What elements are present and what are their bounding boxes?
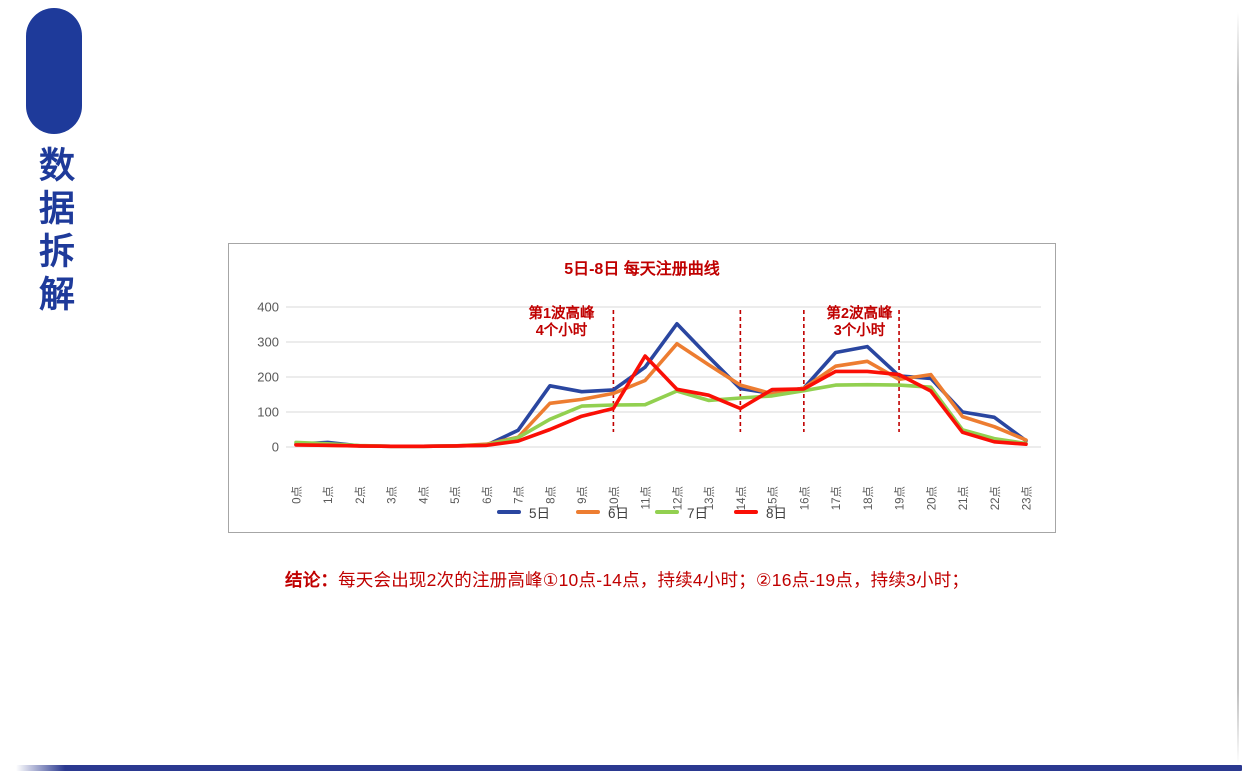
y-tick-label-400: 400 [257,300,279,315]
x-tick-label-17点: 17点 [830,486,843,510]
y-tick-label-300: 300 [257,335,279,350]
legend-label: 6日 [607,506,629,521]
x-tick-label-14点: 14点 [735,486,748,510]
x-tick-label-11点: 11点 [640,486,653,509]
chart-title: 5日-8日 每天注册曲线 [564,261,720,278]
legend-item-0: 5日 [496,502,550,522]
legend-label: 7日 [687,506,709,521]
legend-item-2: 7日 [655,502,708,522]
x-tick-label-7点: 7点 [513,486,526,504]
x-tick-label-1点: 1点 [322,486,335,504]
chart-plot-area: 0 100 200 300 400 0点 1点 2点 3点 4点 5点 6点 7点 8点 9点 10点 11点 1… [257,300,1041,510]
decorative-pill [26,8,82,134]
x-tick-label-3点: 3点 [386,486,399,504]
conclusion-text: 结论：每天会出现2次的注册高峰①10点-14点，持续4小时；②16点-19点，持… [285,567,1045,592]
annotation-line: 第2波高峰 [826,306,893,322]
x-tick-label-20点: 20点 [925,486,938,510]
x-tick-label-4点: 4点 [417,486,430,504]
series-line-1 [294,342,1028,449]
y-tick-label-0: 0 [272,440,279,455]
series-line-3 [294,354,1028,449]
x-tick-label-21点: 21点 [957,486,970,510]
legend-label: 5日 [528,506,550,521]
legend-swatch-icon [734,510,759,514]
legend-swatch-icon [575,510,600,514]
x-tick-label-2点: 2点 [354,486,367,504]
x-tick-label-13点: 13点 [703,486,716,510]
series-line-2 [294,382,1028,449]
annotation-line: 第1波高峰 [528,306,595,322]
legend-swatch-icon [655,510,679,514]
legend-item-1: 6日 [575,502,629,522]
x-tick-label-6点: 6点 [481,486,494,504]
legend-label: 8日 [766,506,788,521]
legend-swatch-icon [496,510,521,514]
annotation-line: 4个小时 [535,323,588,339]
x-tick-label-15点: 15点 [767,486,780,510]
footer-accent-bar [16,765,1242,771]
chart-legend: 5日 6日 7日 8日 [229,500,1055,524]
legend-item-3: 8日 [734,502,787,522]
annotation-second-peak: 第2波高峰 3个小时 [797,306,922,340]
x-tick-label-10点: 10点 [608,486,621,510]
x-tick-label-16点: 16点 [798,486,811,510]
conclusion-label: 结论： [285,570,339,590]
y-tick-label-200: 200 [257,370,279,385]
section-title-vertical: 数据拆解 [34,146,75,318]
x-tick-label-9点: 9点 [576,486,589,504]
x-tick-label-23点: 23点 [1021,486,1034,510]
x-tick-label-0点: 0点 [291,486,304,504]
annotation-line: 3个小时 [833,323,886,339]
page-edge-shadow [1237,12,1239,764]
annotation-first-peak: 第1波高峰 4个小时 [499,306,624,340]
registration-curve-chart: 0 100 200 300 400 0点 1点 2点 3点 4点 5点 6点 7点 8点 9点 10点 11点 1… [228,243,1056,533]
x-tick-label-18点: 18点 [862,486,875,510]
x-tick-label-8点: 8点 [544,486,557,504]
y-tick-label-100: 100 [257,405,279,420]
x-tick-label-5点: 5点 [449,486,462,504]
x-tick-label-22点: 22点 [989,486,1002,510]
x-tick-label-12点: 12点 [671,486,684,510]
conclusion-body: 每天会出现2次的注册高峰①10点-14点，持续4小时；②16点-19点，持续3小… [338,570,970,590]
x-tick-label-19点: 19点 [894,486,907,510]
